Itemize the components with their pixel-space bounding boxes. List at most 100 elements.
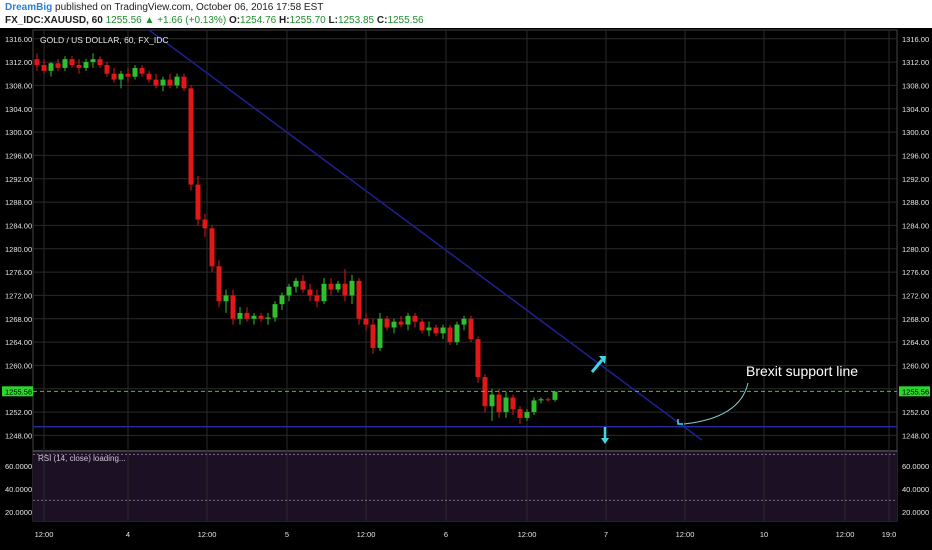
- candle-body: [174, 76, 180, 86]
- candle-body: [468, 318, 474, 340]
- candle-body: [405, 315, 411, 325]
- candle-body: [398, 321, 404, 325]
- candle-body: [279, 295, 285, 305]
- y-tick-right: 1284.00: [902, 221, 929, 230]
- candle-body: [209, 228, 215, 267]
- y-tick-left: 1296.00: [5, 151, 32, 160]
- rsi-tick-right: 40.0000: [902, 485, 929, 494]
- published-text: published on TradingView.com, October 06…: [55, 2, 324, 13]
- y-tick-left: 1284.00: [5, 221, 32, 230]
- y-tick-left: 1288.00: [5, 198, 32, 207]
- candle-body: [97, 59, 103, 65]
- candle-body: [300, 280, 306, 290]
- y-tick-right: 1316.00: [902, 35, 929, 44]
- up-arrow-shaft: [590, 359, 604, 373]
- candle-body: [251, 315, 257, 319]
- ohlc-line: FX_IDC:XAUUSD, 60 1255.56 ▲ +1.66 (+0.13…: [5, 15, 424, 26]
- y-tick-left: 1276.00: [5, 268, 32, 277]
- candle-body: [503, 397, 509, 413]
- candle-body: [391, 321, 397, 328]
- rsi-tick-right: 20.0000: [902, 508, 929, 517]
- candle-body: [524, 412, 530, 418]
- up-arrow-icon: [599, 356, 606, 364]
- y-tick-right: 1292.00: [902, 175, 929, 184]
- candle-body: [293, 280, 299, 287]
- candle-body: [237, 312, 243, 319]
- candle-body: [146, 73, 152, 80]
- y-tick-left: 1308.00: [5, 81, 32, 90]
- x-tick-label: 12:00: [836, 530, 855, 539]
- y-tick-right: 1304.00: [902, 105, 929, 114]
- y-tick-left: 1280.00: [5, 245, 32, 254]
- trend-line[interactable]: [148, 29, 703, 441]
- candle-body: [426, 327, 432, 331]
- y-tick-left: 1252.00: [5, 408, 32, 417]
- candle-body: [55, 63, 61, 68]
- y-tick-right: 1264.00: [902, 338, 929, 347]
- chart-title: GOLD / US DOLLAR, 60, FX_IDC: [40, 35, 168, 45]
- y-tick-right: 1248.00: [902, 431, 929, 440]
- y-tick-left: 1260.00: [5, 361, 32, 370]
- candle-body: [489, 394, 495, 407]
- rsi-tick-left: 40.0000: [5, 485, 32, 494]
- rsi-label: RSI (14, close) loading...: [38, 454, 126, 463]
- candle-body: [272, 304, 278, 318]
- candle-body: [517, 409, 523, 418]
- candle-body: [118, 73, 124, 80]
- x-tick-label: 10: [760, 530, 768, 539]
- candle-body: [552, 391, 558, 400]
- candle-body: [384, 318, 390, 328]
- y-tick-right: 1276.00: [902, 268, 929, 277]
- candle-body: [314, 295, 320, 302]
- candle-body: [167, 79, 173, 86]
- x-tick-label: 12:00: [676, 530, 695, 539]
- price-chart[interactable]: 1316.00 1316.00 1312.00 1312.00 1308.00 1308.…: [0, 28, 932, 550]
- candle-body: [531, 400, 537, 413]
- candle-body: [286, 286, 292, 296]
- y-tick-right: 1272.00: [902, 291, 929, 300]
- candle-body: [370, 324, 376, 348]
- x-tick-label: 19:0: [882, 530, 897, 539]
- candle-body: [125, 73, 131, 77]
- rsi-tick-left: 20.0000: [5, 508, 32, 517]
- price-change: ▲ +1.66 (+0.13%): [144, 15, 227, 26]
- rsi-tick-left: 60.0000: [5, 462, 32, 471]
- close-label: C:: [376, 15, 388, 26]
- candle-body: [335, 283, 341, 290]
- symbol-label: FX_IDC:XAUUSD, 60: [5, 15, 103, 26]
- candle-body: [265, 317, 271, 319]
- candle-body: [139, 67, 145, 74]
- candle-body: [258, 315, 264, 319]
- y-tick-left: 1264.00: [5, 338, 32, 347]
- candle-body: [90, 59, 96, 63]
- candle-body: [153, 79, 159, 86]
- close-value: 1255.56: [387, 15, 424, 26]
- candle-body: [160, 79, 166, 86]
- y-tick-right: 1312.00: [902, 58, 929, 67]
- low-label: L:: [328, 15, 338, 26]
- high-value: 1255.70: [289, 15, 326, 26]
- candle-body: [202, 219, 208, 229]
- candle-body: [244, 312, 250, 319]
- candle-body: [132, 67, 138, 77]
- candle-body: [363, 318, 369, 325]
- x-tick-label: 12:00: [357, 530, 376, 539]
- y-tick-right: 1288.00: [902, 198, 929, 207]
- candle-body: [195, 184, 201, 220]
- x-tick-label: 5: [285, 530, 289, 539]
- candle-body: [181, 76, 187, 89]
- y-tick-right: 1252.00: [902, 408, 929, 417]
- low-value: 1253.85: [337, 15, 375, 26]
- current-price-label-right: 1255.56: [902, 387, 929, 396]
- candle-body: [412, 315, 418, 322]
- annotation-pointer-head: [677, 419, 683, 425]
- high-label: H:: [278, 15, 290, 26]
- current-price-tag-left: [2, 386, 33, 397]
- y-tick-left: 1304.00: [5, 105, 32, 114]
- open-label: O:: [228, 15, 241, 26]
- candle-body: [62, 59, 68, 68]
- candle-body: [216, 266, 222, 302]
- x-tick-label: 12:00: [198, 530, 217, 539]
- author-link[interactable]: DreamBig: [5, 2, 53, 13]
- candle-body: [41, 65, 47, 71]
